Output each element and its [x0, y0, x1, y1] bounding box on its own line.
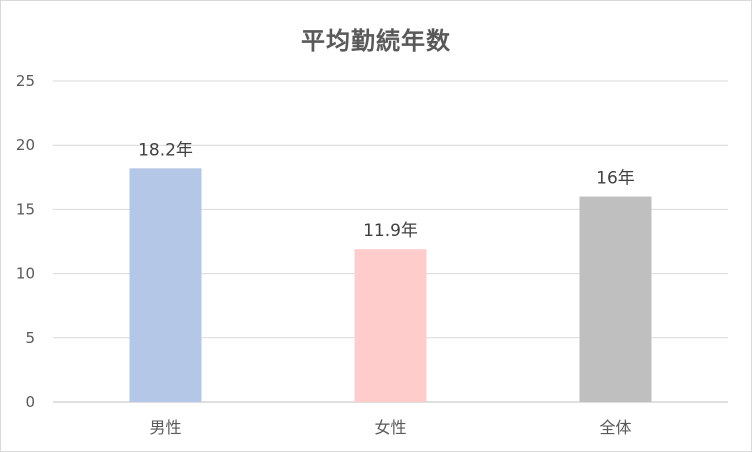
y-tick-label: 20: [16, 136, 35, 154]
y-tick-label: 0: [25, 393, 35, 411]
chart-title: 平均勤続年数: [301, 27, 451, 55]
bar: [579, 196, 652, 402]
y-tick-label: 10: [16, 265, 35, 283]
y-tick-label: 25: [16, 72, 35, 90]
x-tick-label: 男性: [149, 418, 181, 437]
bar: [354, 249, 427, 402]
data-label: 18.2年: [138, 140, 193, 160]
x-tick-label: 女性: [374, 418, 406, 437]
y-tick-label: 15: [16, 200, 35, 218]
y-tick-label: 5: [25, 329, 35, 347]
data-label: 11.9年: [363, 221, 418, 241]
x-tick-label: 全体: [599, 418, 631, 437]
bar: [129, 168, 202, 402]
data-label: 16年: [596, 169, 635, 189]
